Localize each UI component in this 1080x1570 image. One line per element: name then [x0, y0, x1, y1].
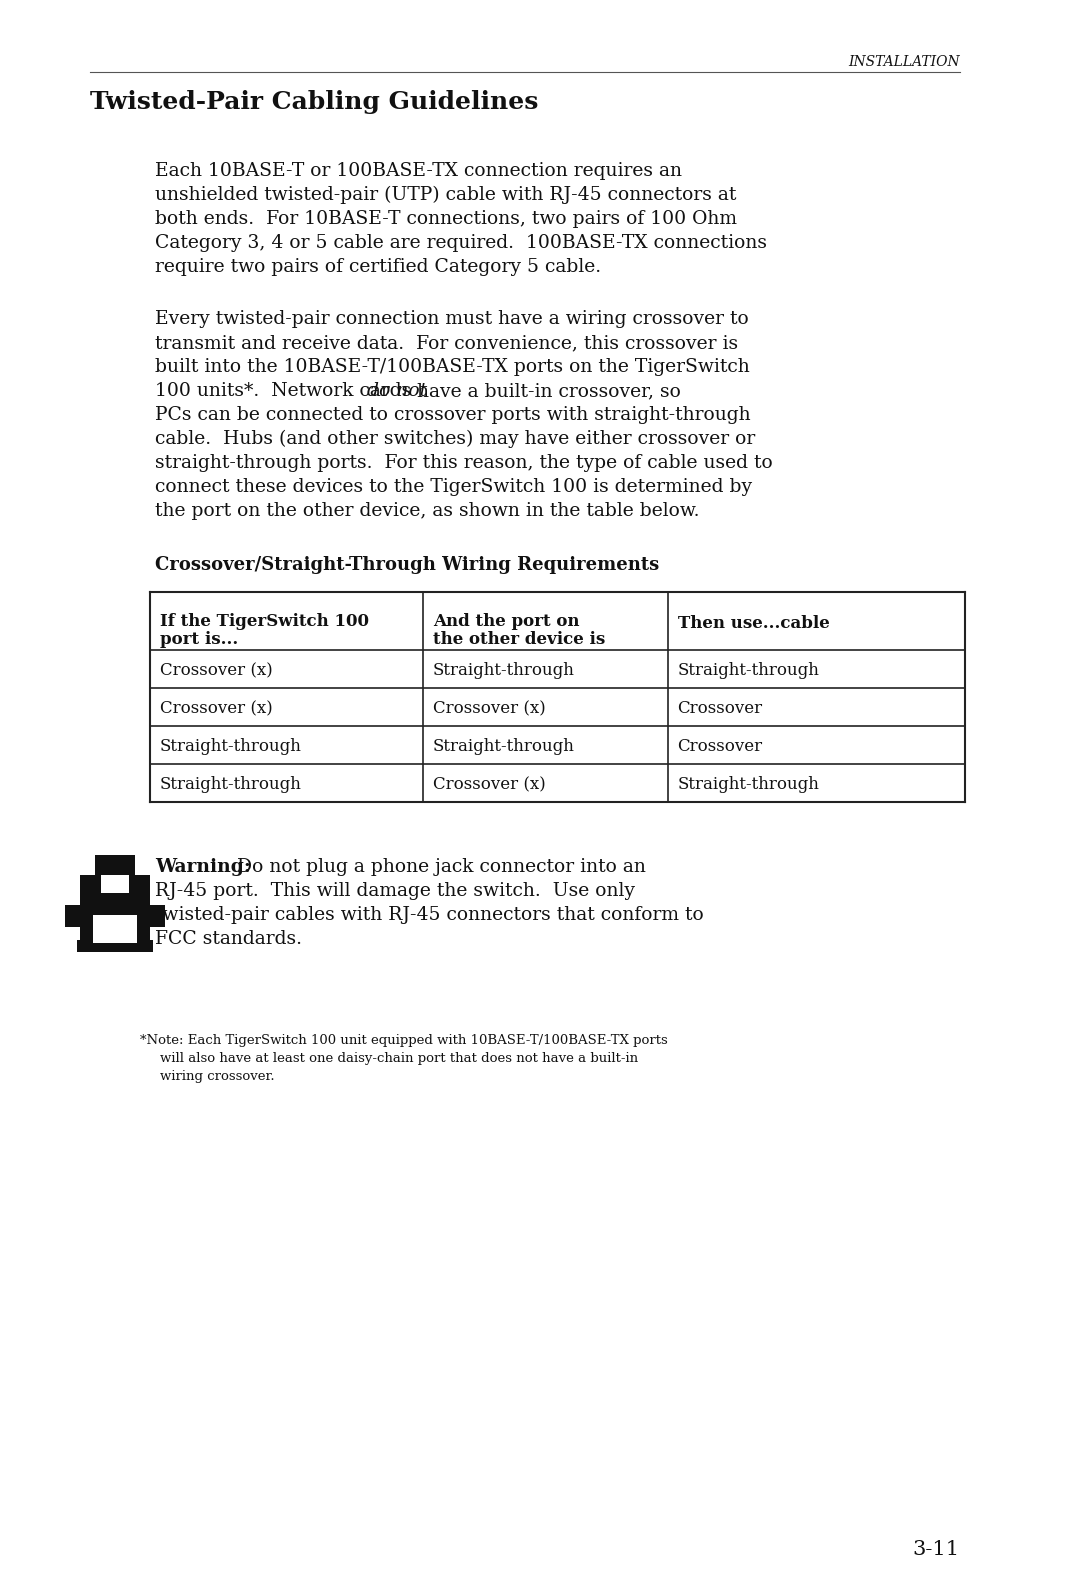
Text: have a built-in crossover, so: have a built-in crossover, so — [410, 382, 680, 400]
Text: Do not plug a phone jack connector into an: Do not plug a phone jack connector into … — [226, 857, 646, 876]
Text: FCC standards.: FCC standards. — [156, 929, 302, 948]
Text: INSTALLATION: INSTALLATION — [849, 55, 960, 69]
Text: Crossover (x): Crossover (x) — [433, 700, 545, 717]
Text: Crossover: Crossover — [677, 738, 762, 755]
Text: Twisted-Pair Cabling Guidelines: Twisted-Pair Cabling Guidelines — [90, 89, 538, 115]
Text: Crossover/Straight-Through Wiring Requirements: Crossover/Straight-Through Wiring Requir… — [156, 556, 659, 575]
Text: require two pairs of certified Category 5 cable.: require two pairs of certified Category … — [156, 257, 602, 276]
Bar — [80, 874, 150, 950]
Text: do not: do not — [367, 382, 427, 400]
Text: Warning:: Warning: — [156, 857, 251, 876]
Text: Crossover (x): Crossover (x) — [160, 700, 273, 717]
Text: unshielded twisted-pair (UTP) cable with RJ-45 connectors at: unshielded twisted-pair (UTP) cable with… — [156, 185, 737, 204]
Text: Crossover (x): Crossover (x) — [160, 663, 273, 678]
Text: built into the 10BASE-T/100BASE-TX ports on the TigerSwitch: built into the 10BASE-T/100BASE-TX ports… — [156, 358, 750, 375]
Text: 3-11: 3-11 — [913, 1540, 960, 1559]
Text: Every twisted-pair connection must have a wiring crossover to: Every twisted-pair connection must have … — [156, 309, 748, 328]
Text: Crossover (x): Crossover (x) — [433, 776, 545, 793]
Text: straight-through ports.  For this reason, the type of cable used to: straight-through ports. For this reason,… — [156, 454, 773, 473]
Bar — [150, 904, 165, 926]
Text: twisted-pair cables with RJ-45 connectors that conform to: twisted-pair cables with RJ-45 connector… — [156, 906, 704, 925]
Text: both ends.  For 10BASE-T connections, two pairs of 100 Ohm: both ends. For 10BASE-T connections, two… — [156, 210, 737, 228]
Text: will also have at least one daisy-chain port that does not have a built-in: will also have at least one daisy-chain … — [160, 1052, 638, 1064]
Text: 100 units*.  Network cards: 100 units*. Network cards — [156, 382, 417, 400]
Text: transmit and receive data.  For convenience, this crossover is: transmit and receive data. For convenien… — [156, 334, 738, 352]
Text: PCs can be connected to crossover ports with straight-through: PCs can be connected to crossover ports … — [156, 407, 751, 424]
Bar — [102, 874, 129, 893]
Text: Straight-through: Straight-through — [160, 738, 302, 755]
Text: If the TigerSwitch 100: If the TigerSwitch 100 — [160, 612, 369, 630]
Text: Straight-through: Straight-through — [160, 776, 302, 793]
Bar — [65, 904, 80, 926]
Text: the other device is: the other device is — [433, 631, 605, 648]
Text: RJ-45 port.  This will damage the switch.  Use only: RJ-45 port. This will damage the switch.… — [156, 882, 635, 900]
Text: Straight-through: Straight-through — [433, 663, 575, 678]
Text: wiring crossover.: wiring crossover. — [160, 1071, 274, 1083]
Text: the port on the other device, as shown in the table below.: the port on the other device, as shown i… — [156, 502, 700, 520]
Bar — [93, 915, 137, 944]
Text: Category 3, 4 or 5 cable are required.  100BASE-TX connections: Category 3, 4 or 5 cable are required. 1… — [156, 234, 767, 253]
Text: *Note: Each TigerSwitch 100 unit equipped with 10BASE-T/100BASE-TX ports: *Note: Each TigerSwitch 100 unit equippe… — [140, 1035, 667, 1047]
Text: port is...: port is... — [160, 631, 239, 648]
Bar — [95, 856, 135, 878]
Text: And the port on: And the port on — [433, 612, 580, 630]
Text: Straight-through: Straight-through — [677, 776, 820, 793]
Text: Then use...cable: Then use...cable — [677, 615, 829, 633]
Text: connect these devices to the TigerSwitch 100 is determined by: connect these devices to the TigerSwitch… — [156, 477, 752, 496]
Bar — [77, 940, 153, 951]
Text: Straight-through: Straight-through — [433, 738, 575, 755]
Text: Each 10BASE-T or 100BASE-TX connection requires an: Each 10BASE-T or 100BASE-TX connection r… — [156, 162, 681, 181]
Text: Straight-through: Straight-through — [677, 663, 820, 678]
Text: cable.  Hubs (and other switches) may have either crossover or: cable. Hubs (and other switches) may hav… — [156, 430, 755, 449]
Text: Crossover: Crossover — [677, 700, 762, 717]
